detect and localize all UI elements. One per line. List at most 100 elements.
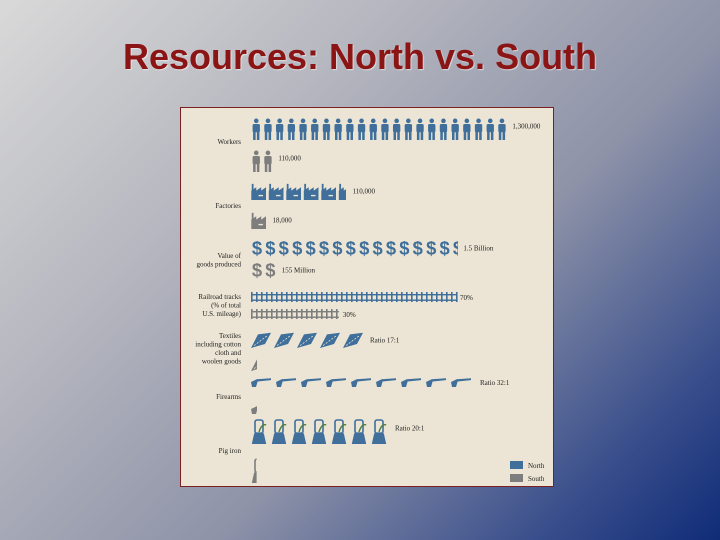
worker-north-icon bbox=[287, 118, 296, 140]
railroad-tracks-north-value: 70% bbox=[460, 294, 473, 302]
railroad-tracks-south-value: 30% bbox=[343, 311, 356, 319]
worker-south-icon bbox=[264, 150, 272, 172]
goods-value-south-value: 155 Million bbox=[282, 267, 316, 275]
dollar-south-icon: $ bbox=[252, 260, 262, 281]
legend-swatch-north bbox=[510, 461, 523, 469]
svg-text:$: $ bbox=[453, 238, 463, 259]
rifle-south-partial-icon bbox=[251, 406, 257, 414]
factory-north-icon bbox=[268, 183, 284, 200]
factories-label-line: Factories bbox=[215, 202, 241, 210]
row-factories: Factories 110,000 18,000 bbox=[215, 183, 375, 229]
svg-text:$: $ bbox=[346, 238, 356, 259]
svg-text:$: $ bbox=[332, 238, 342, 259]
legend-label-south: South bbox=[528, 475, 545, 483]
textiles-label-line: woolen goods bbox=[202, 358, 241, 366]
legend-label-north: North bbox=[528, 462, 545, 470]
svg-text:$: $ bbox=[439, 238, 449, 259]
textile-north-icon bbox=[274, 332, 294, 348]
rifle-north-icon bbox=[401, 378, 421, 387]
worker-north-icon bbox=[498, 118, 506, 140]
dollar-north-icon: $ bbox=[332, 238, 342, 259]
dollar-north-icon: $ bbox=[372, 238, 382, 259]
worker-north-icon bbox=[463, 118, 471, 140]
svg-text:$: $ bbox=[372, 238, 382, 259]
rifle-north-icon bbox=[276, 378, 296, 387]
dollar-north-icon: $ bbox=[319, 238, 329, 259]
factory-north-partial-icon bbox=[338, 183, 346, 200]
firearms-label: Firearms bbox=[216, 393, 241, 401]
pig-iron-label-line: Pig iron bbox=[219, 447, 242, 455]
legend-swatch-south bbox=[510, 474, 523, 482]
factory-north-icon bbox=[321, 183, 336, 200]
rifle-north-icon bbox=[326, 378, 346, 387]
worker-north-icon bbox=[404, 118, 413, 140]
row-firearms: Firearms Ratio 32:1 bbox=[216, 378, 510, 414]
goods-value-label-line: Value of bbox=[217, 252, 241, 260]
svg-text:$: $ bbox=[292, 238, 302, 259]
textile-north-icon bbox=[297, 332, 317, 348]
worker-north-icon bbox=[486, 118, 494, 140]
textile-south-partial-icon bbox=[251, 359, 257, 371]
factory-south-icon bbox=[251, 212, 266, 229]
dollar-north-icon: $ bbox=[252, 238, 262, 259]
pig-iron-north-icon bbox=[271, 419, 287, 444]
goods-value-label-line: goods produced bbox=[196, 261, 241, 269]
rifle-north-icon bbox=[426, 378, 446, 387]
worker-north-icon bbox=[334, 118, 342, 140]
svg-text:$: $ bbox=[319, 238, 329, 259]
svg-text:$: $ bbox=[265, 238, 275, 259]
worker-north-icon bbox=[392, 118, 401, 140]
svg-text:$: $ bbox=[279, 238, 289, 259]
railroad-tracks-north-track bbox=[251, 292, 458, 302]
firearms-north-value: Ratio 32:1 bbox=[480, 379, 510, 387]
rifle-north-icon bbox=[376, 378, 396, 387]
dollar-north-icon: $ bbox=[439, 238, 449, 259]
pictograph-chart: Workers 1,300,000 110,000 Factories 110,000 1… bbox=[195, 118, 545, 483]
svg-text:$: $ bbox=[252, 260, 262, 281]
svg-text:$: $ bbox=[399, 238, 409, 259]
svg-text:$: $ bbox=[359, 238, 369, 259]
worker-north-icon bbox=[369, 118, 377, 140]
legend: North South bbox=[510, 461, 545, 483]
workers-label: Workers bbox=[217, 138, 241, 146]
worker-north-icon bbox=[428, 118, 436, 140]
worker-north-icon bbox=[322, 118, 331, 140]
factory-north-icon bbox=[251, 183, 266, 200]
textiles-label-line: cloth and bbox=[215, 349, 241, 357]
svg-text:$: $ bbox=[386, 238, 396, 259]
pig-iron-north-icon bbox=[371, 419, 387, 444]
textile-north-icon bbox=[320, 332, 340, 348]
worker-north-icon bbox=[264, 118, 272, 140]
svg-text:$: $ bbox=[426, 238, 436, 259]
factories-south-value: 18,000 bbox=[273, 217, 293, 225]
dollar-north-icon: $ bbox=[386, 238, 396, 259]
dollar-north-icon: $ bbox=[279, 238, 289, 259]
pig-iron-north-icon bbox=[311, 419, 327, 444]
workers-label-line: Workers bbox=[217, 138, 241, 146]
rifle-north-icon bbox=[301, 378, 321, 387]
svg-text:$: $ bbox=[305, 238, 315, 259]
chart-panel: Workers 1,300,000 110,000 Factories 110,000 1… bbox=[180, 107, 554, 487]
goods-value-north-value: 1.5 Billion bbox=[463, 245, 493, 253]
worker-north-icon bbox=[474, 118, 483, 140]
factory-north-icon bbox=[303, 183, 319, 200]
dollar-north-icon: $ bbox=[305, 238, 315, 259]
worker-north-icon bbox=[299, 118, 307, 140]
row-workers: Workers 1,300,000 110,000 bbox=[217, 118, 541, 172]
workers-south-value: 110,000 bbox=[278, 155, 301, 163]
svg-text:$: $ bbox=[413, 238, 423, 259]
svg-text:$: $ bbox=[265, 260, 275, 281]
firearms-label-line: Firearms bbox=[216, 393, 241, 401]
dollar-north-icon: $ bbox=[346, 238, 356, 259]
pig-iron-north-value: Ratio 20:1 bbox=[395, 425, 425, 433]
row-pig-iron: Pig iron Ratio 20:1 bbox=[219, 419, 425, 483]
worker-north-icon bbox=[346, 118, 354, 140]
pig-iron-north-icon bbox=[291, 419, 307, 444]
worker-north-icon bbox=[275, 118, 284, 140]
